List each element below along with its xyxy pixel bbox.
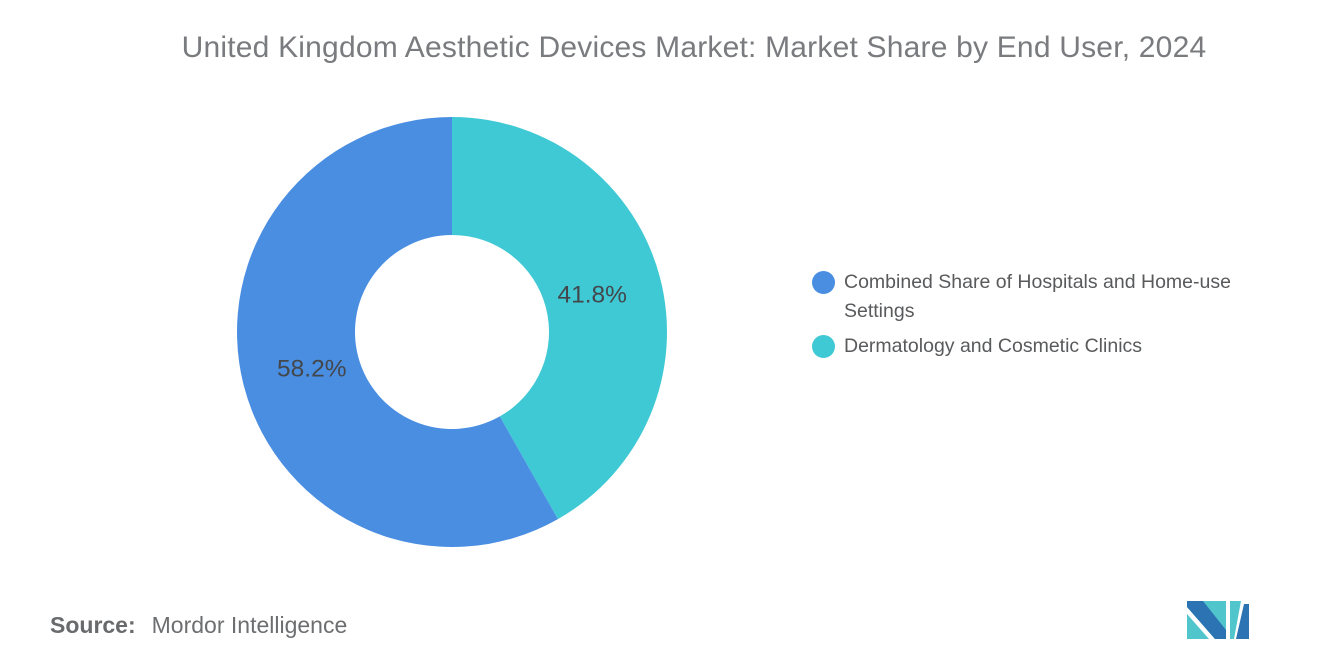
- source-line: Source: Mordor Intelligence: [50, 612, 347, 639]
- donut-data-label-0: 58.2%: [277, 355, 346, 382]
- chart-title: United Kingdom Aesthetic Devices Market:…: [181, 31, 1207, 64]
- legend-label-hospitals-home-use: Combined Share of Hospitals and Home-use…: [844, 271, 1231, 322]
- logo-left-diagonal: [1187, 601, 1226, 639]
- legend-item-hospitals-home-use: Combined Share of Hospitals and Home-use…: [812, 268, 1290, 326]
- source-label: Source:: [50, 612, 136, 638]
- logo-right-parallelogram: [1230, 601, 1241, 639]
- mordor-intelligence-logo: [1187, 601, 1249, 639]
- legend-swatch-blue-icon: [812, 271, 835, 294]
- donut-slice-1: [452, 117, 667, 520]
- chart-legend: Combined Share of Hospitals and Home-use…: [812, 268, 1290, 367]
- source-value: Mordor Intelligence: [151, 612, 348, 638]
- logo-right-bar: [1236, 604, 1249, 639]
- donut-slice-0: [236, 117, 558, 547]
- legend-item-dermatology-clinics: Dermatology and Cosmetic Clinics: [812, 332, 1290, 361]
- legend-swatch-teal-icon: [812, 335, 835, 358]
- donut-data-label-1: 41.8%: [557, 282, 626, 309]
- legend-label-dermatology-clinics: Dermatology and Cosmetic Clinics: [844, 335, 1143, 357]
